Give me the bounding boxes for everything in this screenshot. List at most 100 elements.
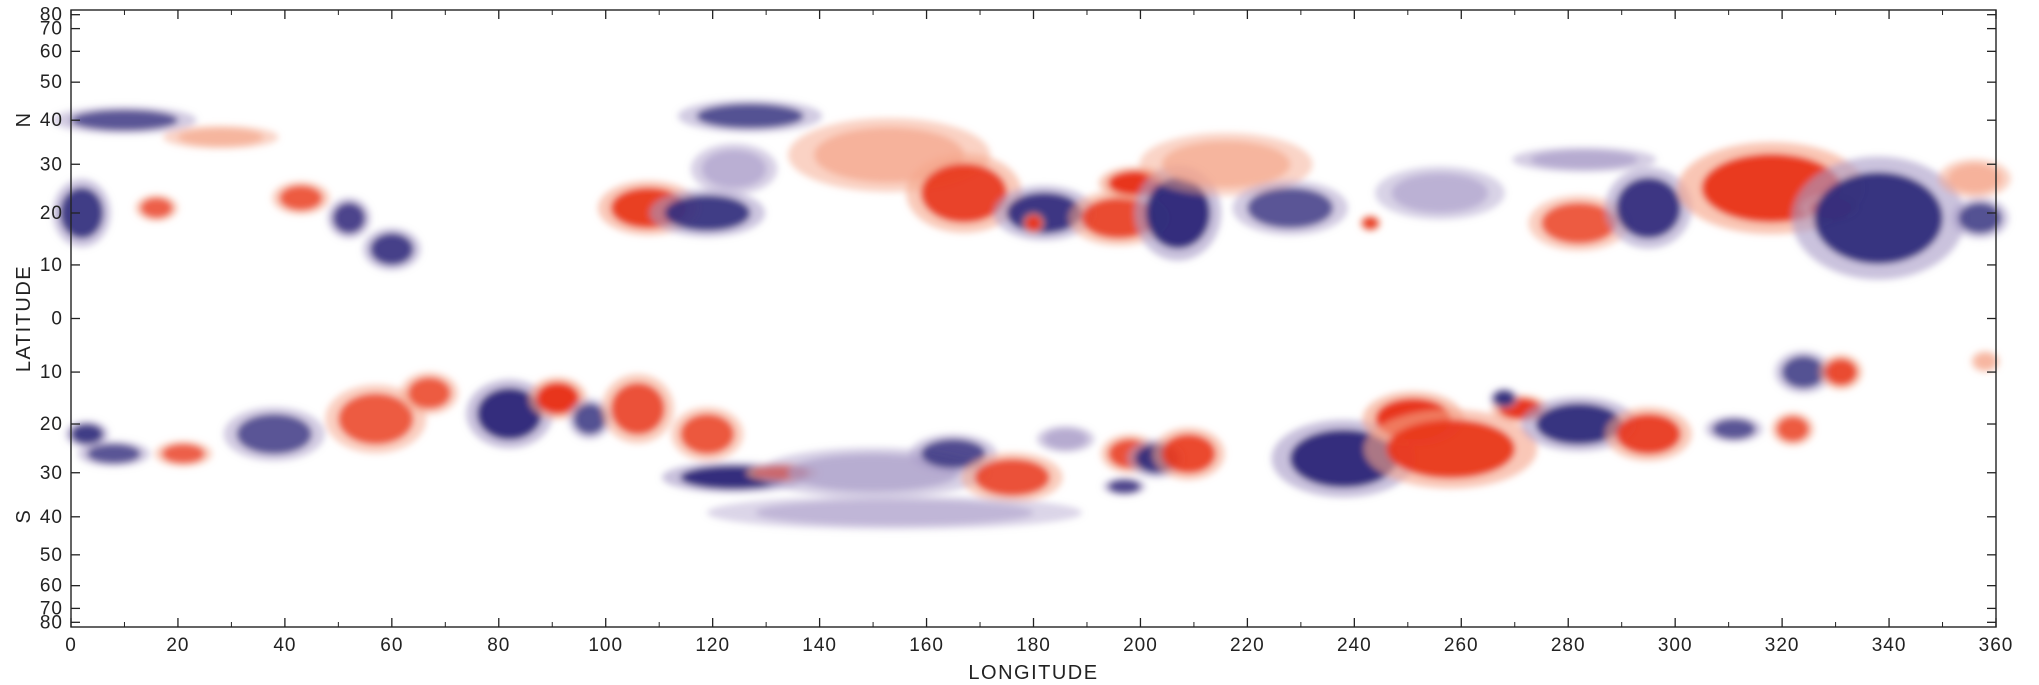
field-region-positive [1970, 350, 2000, 373]
field-region-core [477, 388, 542, 440]
field-region-core [536, 382, 579, 414]
field-region-core [60, 187, 104, 239]
field-region-positive [1152, 427, 1225, 480]
y-tick-label: 80 [40, 5, 63, 26]
field-region-negative [77, 440, 150, 467]
field-region-positive [671, 407, 744, 462]
y-tick-label: 0 [51, 309, 63, 330]
y-tick-label: 30 [40, 154, 63, 175]
field-region-negative [677, 99, 823, 133]
field-region-negative [327, 197, 371, 239]
field-region-positive [601, 373, 674, 444]
x-tick-label: 60 [380, 635, 403, 656]
field-region-core [370, 233, 414, 265]
field-region-core [1493, 390, 1515, 407]
field-region-negative [1951, 197, 2009, 239]
field-region-positive [1363, 409, 1538, 489]
field-region-core [87, 444, 141, 464]
x-tick-label: 300 [1658, 635, 1693, 656]
field-region-positive [1359, 214, 1382, 232]
north-hemisphere-label: N [13, 113, 35, 127]
field-region-positive [1022, 212, 1045, 234]
field-region-core [974, 458, 1050, 496]
field-region-negative [223, 407, 325, 462]
field-region-core [1947, 164, 2002, 193]
field-region-negative [1512, 147, 1657, 173]
x-axis-title: LONGITUDE [968, 662, 1098, 684]
y-tick-label: 60 [40, 576, 63, 597]
field-region-core [1974, 353, 1996, 370]
field-region-core [1145, 177, 1210, 249]
field-region-core [1616, 177, 1681, 239]
field-region-positive [272, 181, 330, 215]
x-tick-label: 120 [695, 635, 730, 656]
y-tick-label: 30 [40, 463, 63, 484]
x-tick-label: 180 [1016, 635, 1051, 656]
x-tick-label: 340 [1872, 635, 1907, 656]
field-region-core [1391, 173, 1489, 213]
field-region-negative [1791, 156, 1965, 280]
x-tick-label: 220 [1230, 635, 1265, 656]
field-region-negative [1374, 166, 1505, 220]
field-region-core [1541, 202, 1617, 244]
field-region-positive [1819, 354, 1863, 390]
field-region-negative [1605, 167, 1692, 249]
field-region-positive [1528, 195, 1630, 251]
field-region-positive [134, 194, 179, 222]
field-region-core [236, 414, 312, 455]
y-tick-label: 10 [40, 255, 63, 276]
field-region-core [177, 128, 264, 146]
field-region-core [1712, 419, 1756, 440]
field-region-negative [1774, 350, 1833, 394]
field-region-positive [1139, 132, 1313, 196]
field-region-core [1616, 414, 1681, 455]
field-region-core [1824, 358, 1857, 386]
y-tick-label: 40 [40, 507, 63, 528]
field-region-core [1161, 434, 1216, 474]
field-region-core [71, 109, 178, 131]
field-region-core [1362, 217, 1379, 230]
field-region-core [1776, 416, 1809, 442]
field-region-negative [362, 227, 421, 271]
y-tick-label: 50 [40, 545, 63, 566]
field-region-positive [162, 125, 279, 149]
field-region-positive [400, 371, 459, 415]
field-region-core [333, 202, 366, 234]
field-region-core [664, 195, 751, 231]
field-region-negative [568, 398, 612, 440]
field-region-positive [906, 153, 1022, 233]
field-region-core [696, 103, 804, 129]
field-region-core [71, 424, 104, 445]
x-tick-label: 360 [1979, 635, 2014, 656]
field-region-core [1958, 202, 2002, 234]
field-region-negative [1232, 180, 1348, 236]
x-tick-label: 260 [1444, 635, 1479, 656]
field-region-core [701, 150, 767, 188]
field-region-core [1386, 419, 1515, 479]
y-tick-label: 40 [40, 110, 63, 131]
field-region-positive [961, 452, 1063, 503]
south-hemisphere-label: S [13, 510, 35, 523]
x-tick-label: 200 [1123, 635, 1158, 656]
y-tick-label: 10 [40, 362, 63, 383]
field-region-core [1044, 429, 1087, 449]
field-region-core [921, 439, 986, 469]
field-region-core [338, 393, 414, 445]
field-region-core [1530, 150, 1638, 169]
y-tick-label: 60 [40, 41, 63, 62]
field-region-core [1536, 403, 1622, 445]
y-tick-label: 20 [40, 414, 63, 435]
field-region-core [140, 197, 173, 218]
field-region-core [1814, 172, 1943, 264]
field-region-core [1782, 356, 1825, 388]
field-region-core [279, 185, 323, 211]
field-region-core [573, 403, 606, 435]
field-region-core [680, 414, 735, 455]
x-tick-label: 240 [1337, 635, 1372, 656]
field-region-core [1108, 479, 1141, 494]
field-region-core [407, 377, 451, 409]
x-tick-label: 40 [273, 635, 296, 656]
field-region-negative [1705, 415, 1763, 443]
field-region-core [1161, 140, 1291, 188]
